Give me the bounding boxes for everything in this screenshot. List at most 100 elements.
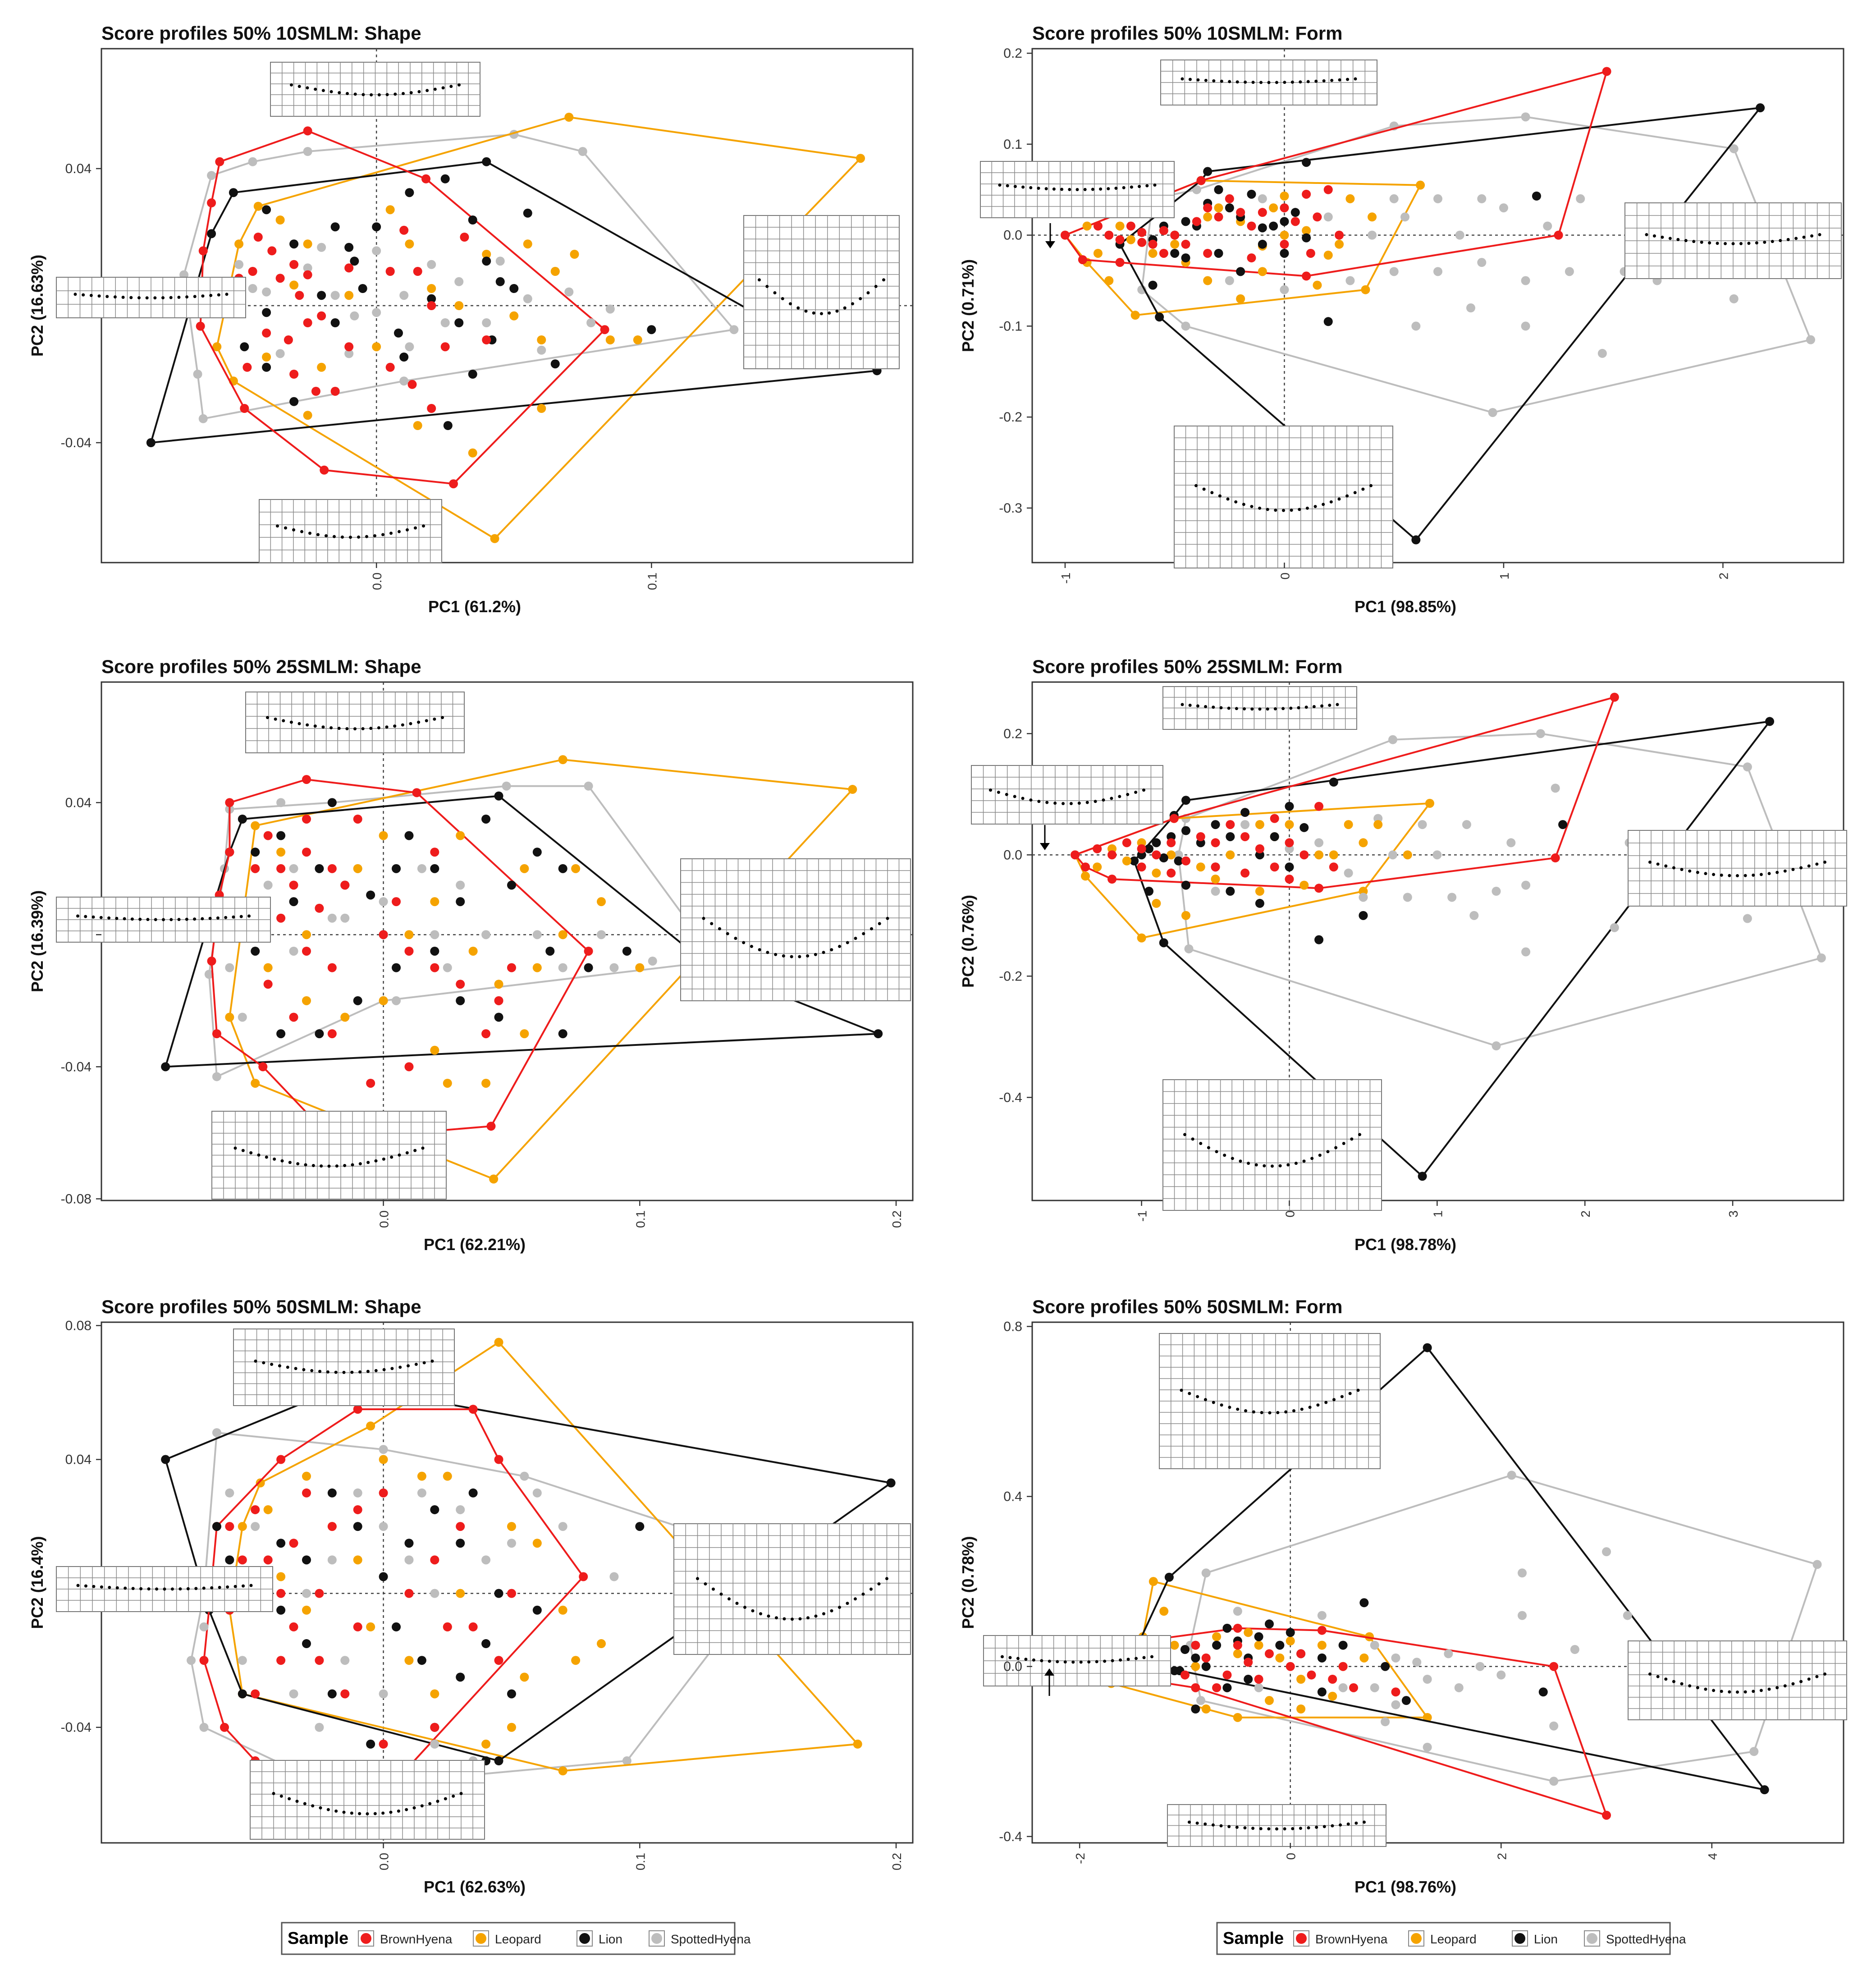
point-BrownHyena [353, 1622, 362, 1631]
landmark-dot [146, 918, 150, 921]
landmark-dot [1037, 187, 1040, 190]
point-SpottedHyena [262, 287, 271, 297]
landmark-dot [374, 1369, 378, 1372]
landmark-dot [320, 1164, 323, 1168]
landmark-dot [334, 1809, 338, 1813]
landmark-dot [1329, 500, 1333, 504]
landmark-dot [358, 1812, 361, 1815]
point-Leopard [1328, 1691, 1337, 1701]
point-Leopard [532, 963, 542, 972]
landmark-dot [270, 1362, 274, 1366]
landmark-dot [866, 291, 870, 295]
point-SpottedHyena [1344, 868, 1353, 878]
landmark-dot [1250, 707, 1254, 711]
point-Lion [440, 174, 450, 183]
point-BrownHyena [1181, 856, 1190, 866]
point-SpottedHyena [1477, 258, 1487, 267]
point-Leopard [597, 897, 606, 907]
point-Leopard [427, 284, 436, 293]
point-BrownHyena [1240, 868, 1250, 878]
landmark-dot [1024, 1658, 1028, 1661]
point-Lion [1144, 887, 1154, 896]
point-Lion [1254, 1632, 1263, 1641]
legend-label: Lion [599, 1932, 622, 1946]
landmark-dot [854, 1597, 857, 1601]
legend-label: SpottedHyena [671, 1932, 751, 1946]
chart-title: Score profiles 50% 25SMLM: Form [1032, 656, 1343, 677]
hull-vertex-SpottedHyena [1729, 144, 1739, 153]
deformation-grid-inset [233, 1329, 455, 1406]
landmark-dot [1122, 186, 1126, 189]
landmark-dot [1743, 1690, 1747, 1694]
hull-vertex-Leopard [1233, 1713, 1242, 1722]
landmark-dot [835, 309, 839, 313]
y-axis-label: PC2 (0.76%) [959, 895, 977, 988]
point-Lion [456, 1539, 465, 1548]
landmark-dot [353, 727, 357, 731]
landmark-dot [350, 1370, 354, 1374]
landmark-dot [402, 92, 405, 95]
landmark-dot [1142, 1656, 1146, 1659]
landmark-dot [1656, 1675, 1660, 1678]
point-Leopard [289, 280, 299, 290]
landmark-dot [224, 916, 228, 919]
point-SpottedHyena [1743, 914, 1752, 923]
hull-vertex-BrownHyena [486, 1122, 496, 1131]
hull-vertex-SpottedHyena [1549, 1777, 1559, 1786]
landmark-dot [84, 915, 87, 918]
hull-vertex-SpottedHyena [1488, 408, 1497, 417]
landmark-dot [1091, 188, 1094, 191]
point-BrownHyena [1181, 239, 1190, 249]
landmark-dot [425, 719, 428, 723]
point-Leopard [1269, 203, 1278, 213]
y-tick-label: 0.1 [1003, 137, 1022, 152]
point-BrownHyena [1137, 228, 1147, 237]
point-Leopard [1181, 911, 1190, 920]
landmark-dot [115, 1586, 119, 1590]
x-tick-label: 3 [1726, 1210, 1740, 1218]
hull-vertex-Leopard [558, 755, 567, 765]
point-Lion [1191, 1653, 1200, 1663]
landmark-dot [846, 941, 849, 944]
landmark-dot [773, 291, 777, 295]
landmark-dot [170, 1587, 174, 1591]
hull-vertex-Lion [886, 1478, 896, 1488]
point-Leopard [532, 1539, 542, 1548]
point-Lion [635, 1522, 645, 1531]
landmark-dot [177, 295, 181, 299]
point-BrownHyena [507, 963, 516, 972]
hull-vertex-Leopard [225, 1012, 234, 1022]
landmark-dot [1267, 81, 1271, 84]
x-tick-label: 0 [1284, 1853, 1298, 1860]
point-Lion [558, 1029, 567, 1039]
landmark-dot [313, 724, 317, 728]
landmark-dot [1021, 797, 1025, 800]
landmark-dot [1286, 1163, 1290, 1167]
point-SpottedHyena [482, 318, 491, 327]
y-tick-label: 0.0 [1003, 228, 1022, 243]
landmark-dot [393, 724, 397, 728]
legend-label: Leopard [495, 1932, 541, 1946]
landmark-dot [321, 89, 325, 92]
point-Lion [366, 1739, 375, 1749]
landmark-dot [869, 1587, 873, 1591]
point-Leopard [1170, 239, 1180, 249]
landmark-dot [1195, 1821, 1199, 1825]
point-SpottedHyena [1610, 923, 1619, 932]
landmark-dot [882, 278, 885, 282]
point-Lion [1302, 233, 1311, 243]
landmark-dot [413, 1149, 417, 1152]
landmark-dot [288, 1797, 291, 1800]
hull-vertex-Leopard [234, 239, 244, 249]
deformation-grid-inset [1174, 426, 1393, 568]
landmark-dot [225, 293, 229, 296]
hull-vertex-BrownHyena [1317, 1626, 1327, 1635]
point-Lion [289, 397, 299, 406]
landmark-dot [210, 1586, 214, 1590]
x-tick-label: 0.2 [890, 1210, 904, 1228]
point-Lion [344, 243, 354, 252]
landmark-dot [1181, 77, 1184, 81]
point-Leopard [379, 831, 388, 840]
point-Lion [392, 1622, 401, 1631]
point-Leopard [1244, 1628, 1253, 1637]
